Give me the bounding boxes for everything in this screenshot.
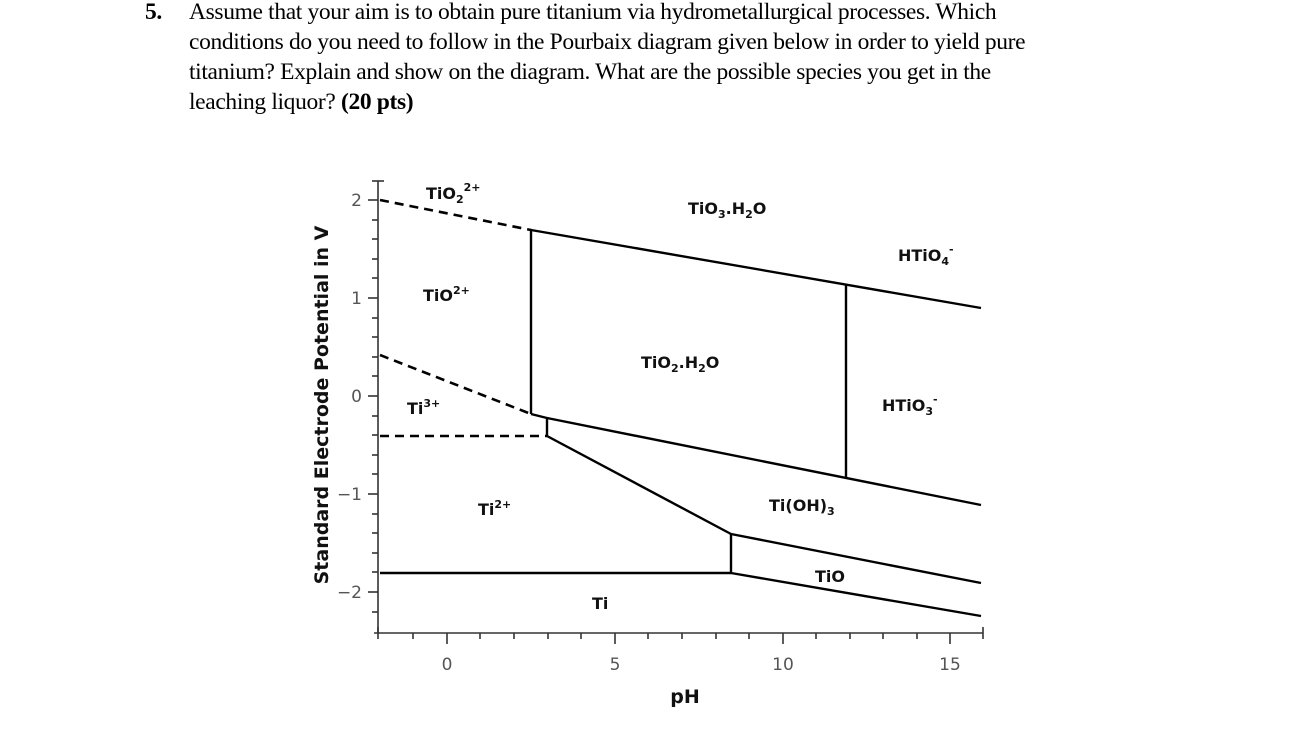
question-line-4: leaching liquor? (20 pts) — [189, 87, 1185, 117]
x-tick-15: 15 — [939, 655, 961, 675]
solid-boundaries — [380, 228, 982, 618]
label-tio3-h2o: TiO3.H2O — [688, 199, 766, 221]
x-axis — [374, 627, 984, 644]
question-text: Assume that your aim is to obtain pure t… — [189, 0, 1185, 117]
label-tio: TiO — [815, 567, 845, 586]
y-tick-1: 1 — [351, 289, 362, 309]
dashed-boundaries — [379, 198, 547, 438]
label-tio2-2plus: TiO22+ — [426, 181, 481, 206]
question-line-2: conditions do you need to follow in the … — [189, 29, 1026, 55]
y-axis — [368, 180, 384, 633]
question-points: (20 pts) — [340, 89, 414, 115]
question-block: 5. Assume that your aim is to obtain pur… — [145, 0, 1185, 117]
question-number: 5. — [145, 0, 162, 25]
boundary-tio2h2o-tioh3 — [546, 416, 982, 507]
y-tick-0: 0 — [351, 387, 362, 407]
x-tick-10: 10 — [772, 655, 794, 675]
boundary-ti3-step — [530, 412, 549, 436]
y-axis-title: Standard Electrode Potential in V — [311, 225, 333, 584]
x-axis-title: pH — [670, 686, 700, 708]
label-htio4: HTiO4- — [898, 243, 954, 268]
label-tio2-h2o: TiO2.H2O — [641, 353, 719, 375]
x-tick-0: 0 — [442, 655, 453, 675]
y-tick-labels: 2 1 0 −1 −2 — [337, 191, 362, 603]
x-tick-labels: 0 5 10 15 — [442, 655, 961, 675]
boundary-tio-ti — [730, 571, 982, 618]
label-ti-3plus: Ti3+ — [407, 397, 440, 418]
x-tick-5: 5 — [610, 655, 621, 675]
y-tick-neg2: −2 — [337, 583, 362, 603]
y-tick-neg1: −1 — [337, 485, 362, 505]
label-ti-2plus: Ti2+ — [478, 498, 511, 519]
region-labels: TiO22+ TiO3.H2O HTiO4- TiO2+ TiO2.H2O HT… — [407, 181, 954, 613]
label-tioh3: Ti(OH)3 — [769, 496, 835, 518]
boundary-tio-ti3 — [379, 353, 532, 416]
boundary-ti2-tioh3 — [546, 434, 732, 536]
question-line-4-text: leaching liquor? — [189, 89, 341, 115]
label-tio-2plus: TiO2+ — [423, 284, 470, 305]
label-htio3: HTiO3- — [882, 393, 938, 418]
boundary-tio2-tio — [379, 198, 532, 232]
question-line-3: titanium? Explain and show on the diagra… — [189, 59, 991, 85]
label-ti: Ti — [592, 594, 608, 613]
question-line-1: Assume that your aim is to obtain pure t… — [189, 0, 997, 25]
boundary-upper — [529, 228, 982, 414]
y-tick-2: 2 — [351, 191, 362, 211]
boundary-tioh3-tio — [730, 532, 982, 585]
